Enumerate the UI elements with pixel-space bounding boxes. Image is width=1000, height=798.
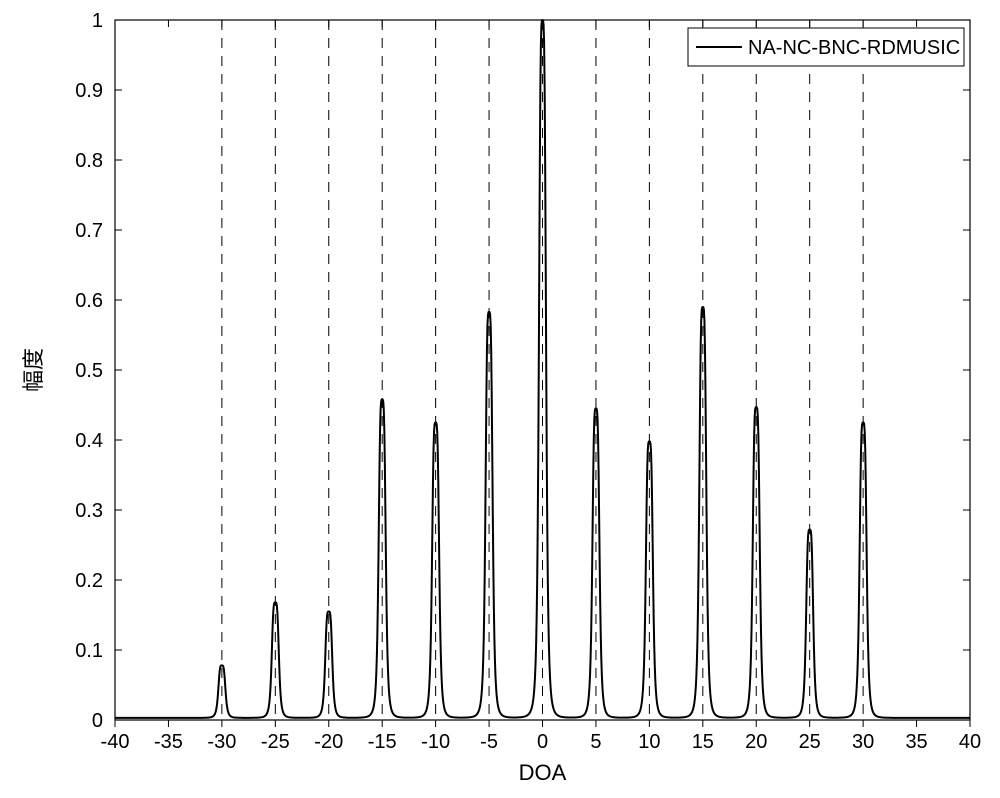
- xtick-label: -25: [261, 731, 290, 753]
- line-chart: -40-35-30-25-20-15-10-505101520253035400…: [0, 0, 1000, 798]
- ytick-label: 0.5: [75, 360, 103, 382]
- xtick-label: 5: [590, 731, 601, 753]
- xtick-label: -5: [480, 731, 498, 753]
- xtick-label: 15: [692, 731, 714, 753]
- ytick-label: 0.3: [75, 500, 103, 522]
- y-axis-label: 幅度: [21, 348, 46, 392]
- xtick-label: -10: [421, 731, 450, 753]
- ytick-label: 0.1: [75, 640, 103, 662]
- xtick-label: 20: [745, 731, 767, 753]
- chart-container: -40-35-30-25-20-15-10-505101520253035400…: [0, 0, 1000, 798]
- legend-label: NA-NC-BNC-RDMUSIC: [748, 37, 960, 59]
- xtick-label: 40: [959, 731, 981, 753]
- ytick-label: 0.7: [75, 220, 103, 242]
- ytick-label: 1: [92, 10, 103, 32]
- ytick-label: 0.8: [75, 150, 103, 172]
- xtick-label: -30: [207, 731, 236, 753]
- ytick-label: 0: [92, 710, 103, 732]
- x-axis-label: DOA: [519, 760, 567, 785]
- xtick-label: 30: [852, 731, 874, 753]
- ytick-label: 0.9: [75, 80, 103, 102]
- ytick-label: 0.4: [75, 430, 103, 452]
- xtick-label: 0: [537, 731, 548, 753]
- chart-bg: [0, 0, 1000, 798]
- xtick-label: -20: [314, 731, 343, 753]
- xtick-label: 35: [905, 731, 927, 753]
- ytick-label: 0.2: [75, 570, 103, 592]
- xtick-label: -15: [368, 731, 397, 753]
- xtick-label: 25: [799, 731, 821, 753]
- xtick-label: -35: [154, 731, 183, 753]
- ytick-label: 0.6: [75, 290, 103, 312]
- xtick-label: -40: [101, 731, 130, 753]
- xtick-label: 10: [638, 731, 660, 753]
